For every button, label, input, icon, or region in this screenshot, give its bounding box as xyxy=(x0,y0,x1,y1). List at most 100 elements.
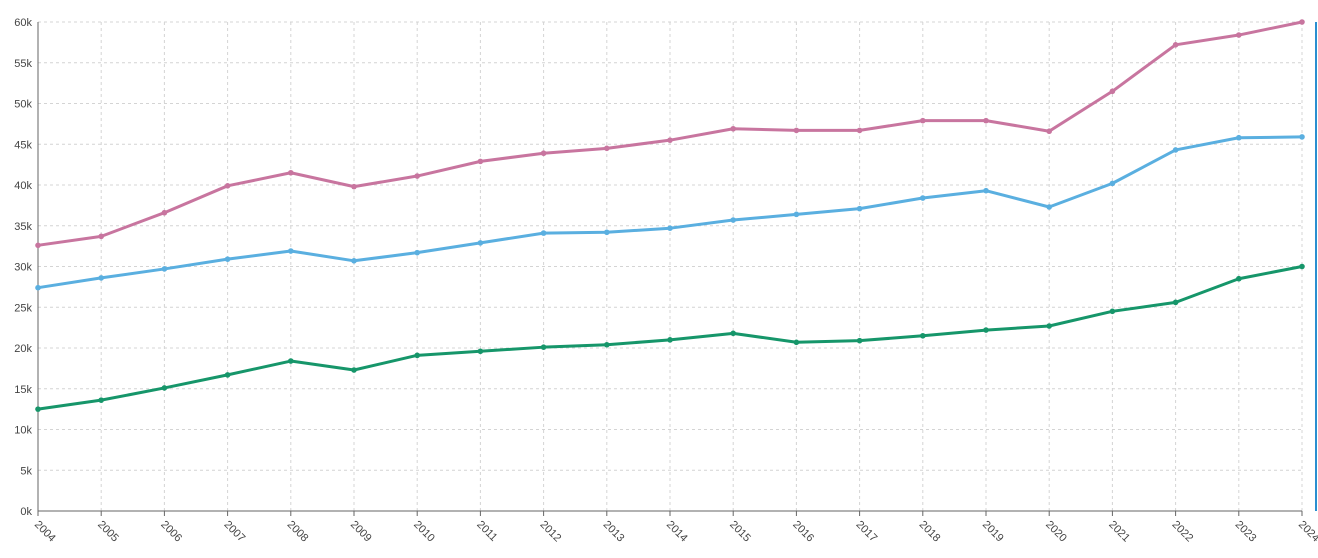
data-point xyxy=(667,137,673,143)
x-tick-label: 2013 xyxy=(601,519,627,545)
data-point xyxy=(414,352,421,359)
y-tick-label: 30k xyxy=(14,262,32,274)
x-tick-label: 2009 xyxy=(348,519,374,545)
data-point xyxy=(288,169,294,176)
x-tick-label: 2008 xyxy=(285,519,311,545)
data-point xyxy=(1236,134,1242,141)
x-tick-label: 2023 xyxy=(1233,519,1259,545)
y-tick-label: 40k xyxy=(14,180,32,192)
data-point xyxy=(414,173,421,179)
data-point xyxy=(35,406,41,412)
data-point xyxy=(540,150,547,157)
x-tick-label: 2015 xyxy=(727,519,753,545)
data-point xyxy=(540,230,547,236)
data-point xyxy=(983,117,989,124)
y-tick-label: 45k xyxy=(14,139,32,151)
data-point xyxy=(1172,299,1179,306)
x-tick-label: 2020 xyxy=(1043,519,1069,545)
y-tick-label: 60k xyxy=(14,17,32,29)
y-tick-label: 50k xyxy=(14,99,32,111)
data-point xyxy=(1172,42,1179,48)
x-tick-label: 2018 xyxy=(917,519,943,545)
data-point xyxy=(983,327,989,333)
data-point xyxy=(351,257,357,264)
x-tick-label: 2010 xyxy=(411,519,437,545)
data-point xyxy=(98,233,104,240)
data-point xyxy=(35,242,41,249)
y-tick-label: 10k xyxy=(14,425,32,437)
data-point xyxy=(920,332,926,339)
data-point xyxy=(161,385,168,391)
data-point xyxy=(1046,204,1052,210)
data-point xyxy=(793,339,800,346)
data-point xyxy=(477,240,484,246)
data-point xyxy=(730,330,736,337)
x-tick-label: 2007 xyxy=(221,519,247,545)
series-line xyxy=(37,20,1303,247)
y-tick-label: 0k xyxy=(20,506,32,518)
data-point xyxy=(604,341,610,348)
x-tick-label: 2019 xyxy=(980,519,1006,545)
y-tick-label: 5k xyxy=(20,465,32,477)
data-point xyxy=(983,187,989,194)
data-point xyxy=(667,225,673,231)
data-point xyxy=(1109,180,1116,187)
data-point xyxy=(793,211,800,218)
data-point xyxy=(920,117,926,124)
data-point xyxy=(540,344,547,350)
data-point xyxy=(161,209,168,216)
data-point xyxy=(667,337,673,343)
data-point xyxy=(98,397,104,403)
data-point xyxy=(161,266,168,272)
x-tick-label: 2005 xyxy=(95,519,121,545)
y-tick-label: 35k xyxy=(14,221,32,233)
data-point xyxy=(730,217,736,223)
data-point xyxy=(1236,32,1242,38)
data-point xyxy=(35,284,41,291)
data-point xyxy=(793,127,800,134)
data-point xyxy=(224,256,231,262)
x-tick-label: 2022 xyxy=(1169,519,1195,545)
data-point xyxy=(730,125,736,132)
data-point xyxy=(604,145,610,152)
data-point xyxy=(98,275,104,281)
data-point xyxy=(288,248,294,254)
data-point xyxy=(1172,147,1179,153)
data-point xyxy=(856,337,863,344)
x-tick-label: 2012 xyxy=(537,519,563,545)
data-point xyxy=(1046,128,1052,135)
data-point xyxy=(224,183,231,189)
x-tick-label: 2006 xyxy=(158,519,184,545)
data-point xyxy=(1109,308,1116,315)
data-point xyxy=(414,249,421,256)
data-point xyxy=(856,205,863,212)
data-point xyxy=(1046,323,1052,329)
x-tick-label: 2004 xyxy=(32,519,58,545)
x-tick-label: 2011 xyxy=(474,519,499,544)
data-point xyxy=(477,158,484,165)
y-tick-label: 55k xyxy=(14,58,32,70)
data-point xyxy=(1299,263,1305,270)
data-point xyxy=(1236,275,1242,282)
x-tick-label: 2024 xyxy=(1296,519,1318,545)
x-tick-label: 2016 xyxy=(790,519,816,545)
x-tick-label: 2021 xyxy=(1106,519,1132,545)
series-line xyxy=(37,135,1303,290)
x-tick-label: 2017 xyxy=(853,519,879,545)
y-tick-label: 15k xyxy=(14,384,32,396)
data-point xyxy=(604,229,610,236)
data-point xyxy=(920,195,926,201)
data-point xyxy=(477,348,484,355)
data-point xyxy=(1299,19,1305,25)
y-tick-label: 20k xyxy=(14,343,32,355)
data-point xyxy=(288,358,294,364)
data-point xyxy=(351,367,357,373)
x-tick-label: 2014 xyxy=(664,519,690,545)
data-point xyxy=(1299,134,1305,140)
data-point xyxy=(1109,88,1116,95)
data-point xyxy=(856,127,863,134)
data-point xyxy=(351,183,357,190)
data-point xyxy=(224,372,231,378)
y-tick-label: 25k xyxy=(14,302,32,314)
